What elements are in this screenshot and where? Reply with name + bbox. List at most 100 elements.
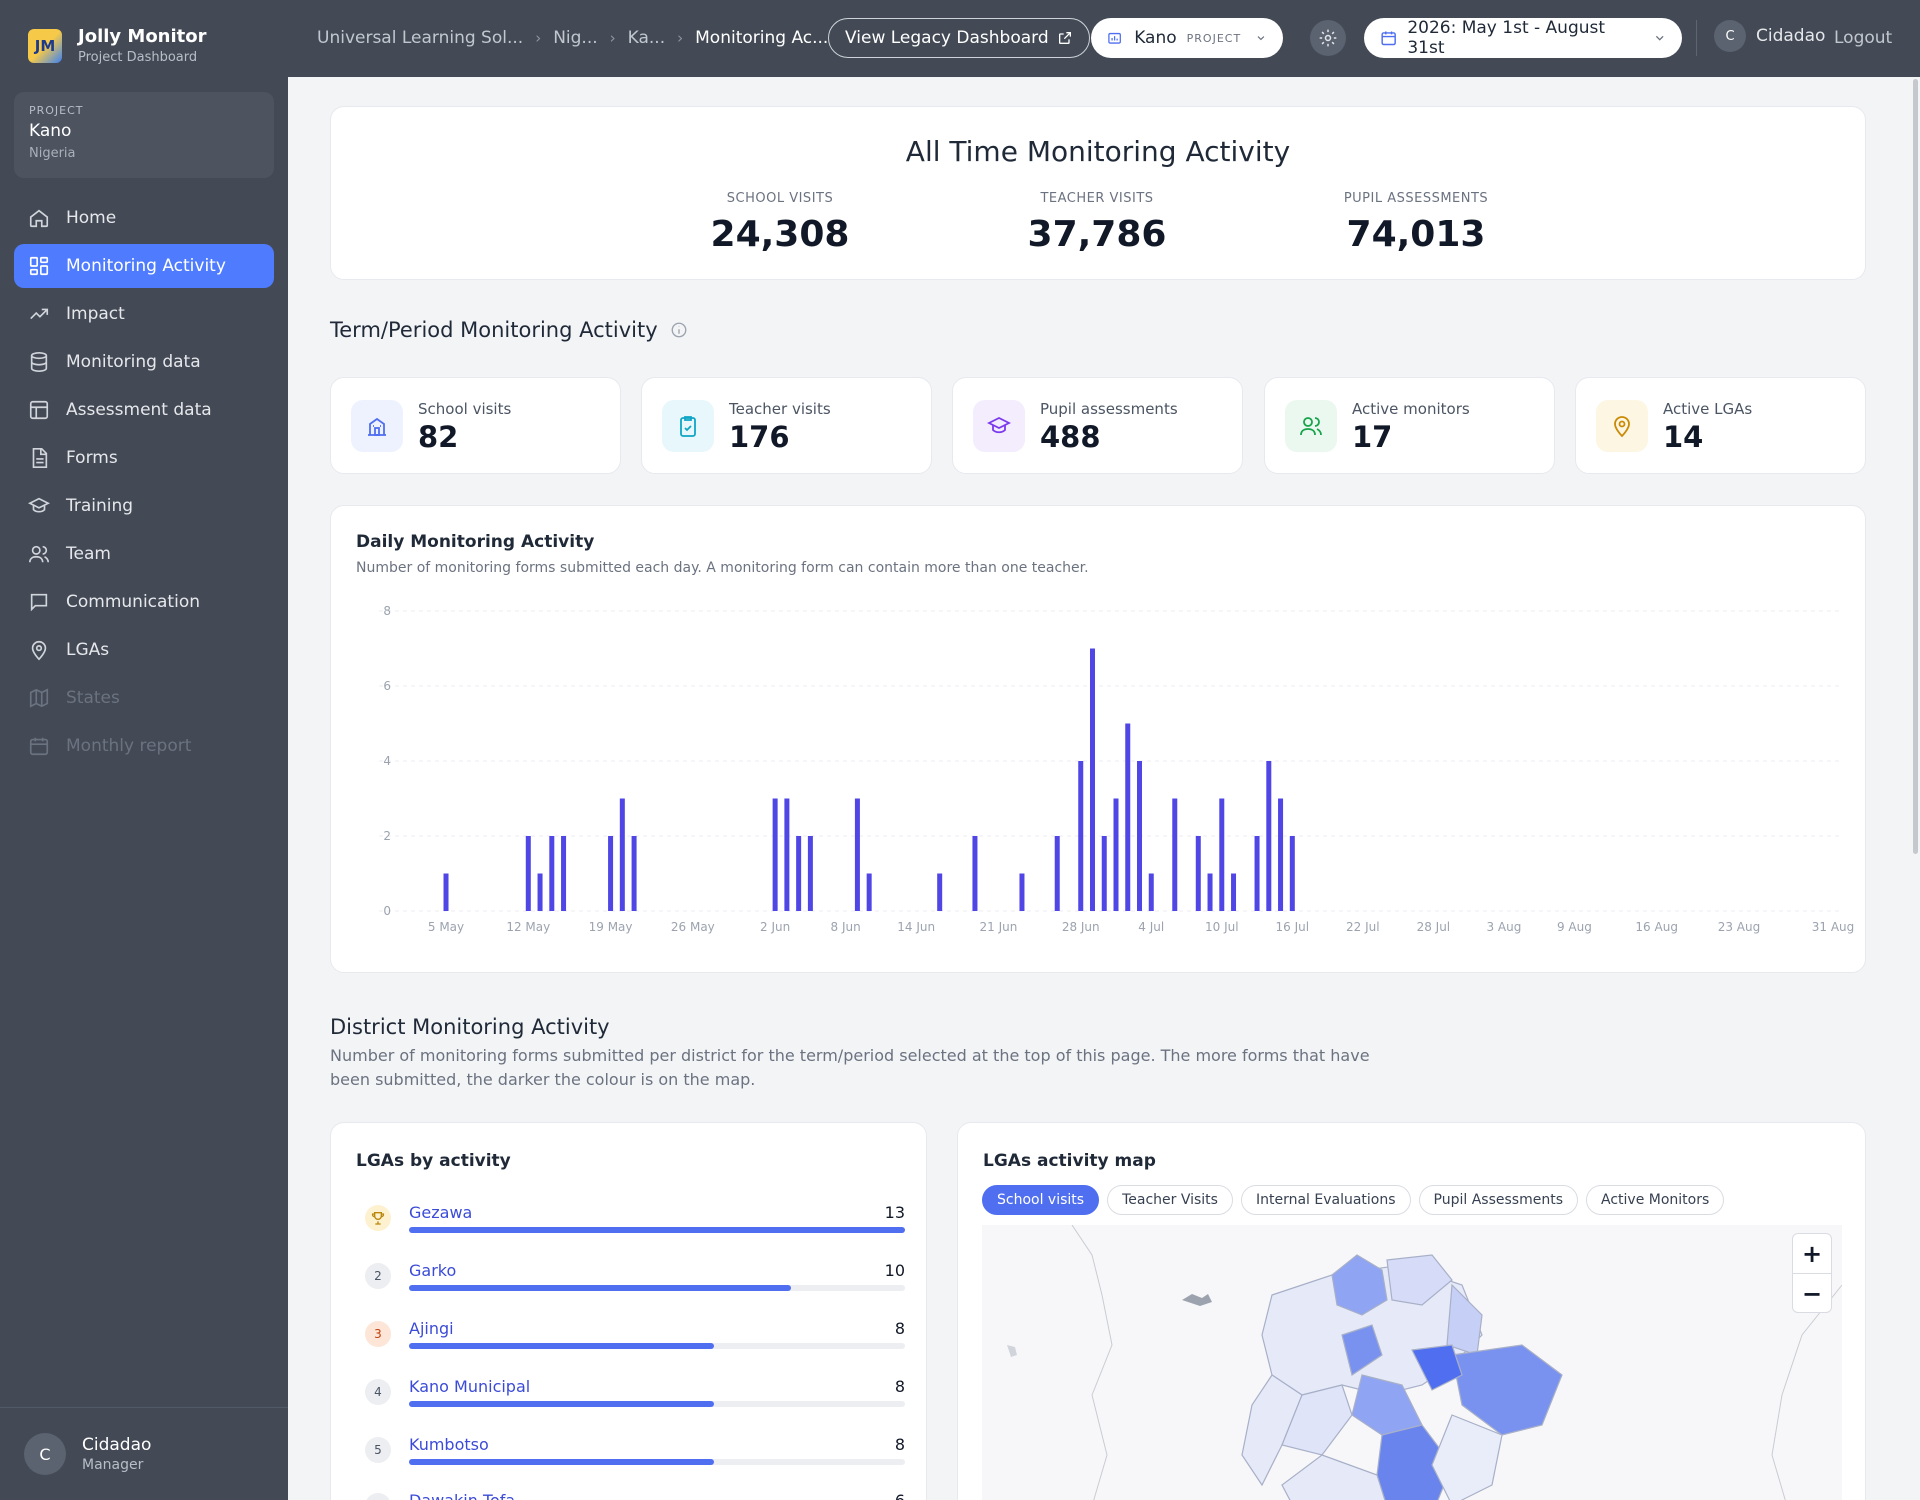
y-tick-label: 0 (383, 904, 391, 918)
chart-bar[interactable] (1137, 761, 1143, 911)
info-icon[interactable] (670, 321, 688, 339)
lga-list-item[interactable]: 5 Kumbotso 8 (365, 1427, 905, 1485)
chart-bar[interactable] (608, 836, 614, 911)
sidebar-item-lgas[interactable]: LGAs (14, 628, 274, 672)
legacy-button-label: View Legacy Dashboard (845, 28, 1049, 48)
map-tab-active-monitors[interactable]: Active Monitors (1586, 1185, 1725, 1215)
brand[interactable]: JM Jolly Monitor Project Dashboard (28, 26, 207, 65)
sidebar-item-assessment-data[interactable]: Assessment data (14, 388, 274, 432)
lga-activity-map[interactable]: + − (982, 1225, 1842, 1500)
sidebar-user[interactable]: C Cidadao Manager (0, 1407, 288, 1500)
breadcrumb-item[interactable]: Universal Learning Sol... (317, 28, 524, 48)
chart-bar[interactable] (1089, 648, 1095, 912)
sidebar-item-label: States (66, 688, 120, 708)
chart-bar[interactable] (1266, 761, 1272, 911)
users-icon (1300, 417, 1322, 436)
map-tab-internal-evaluations[interactable]: Internal Evaluations (1240, 1185, 1411, 1215)
map-tab-school-visits[interactable]: School visits (982, 1185, 1100, 1215)
project-select[interactable]: Kano PROJECT (1091, 18, 1283, 58)
map-tab-pupil-assessments[interactable]: Pupil Assessments (1418, 1185, 1579, 1215)
chart-bar[interactable] (937, 873, 943, 912)
lga-list-item[interactable]: Gezawa 13 (365, 1195, 905, 1253)
top-user[interactable]: C Cidadao (1714, 20, 1825, 52)
chart-bar[interactable] (796, 836, 802, 911)
view-legacy-dashboard-button[interactable]: View Legacy Dashboard (828, 18, 1090, 58)
chart-bar[interactable] (772, 798, 778, 912)
zoom-in-button[interactable]: + (1801, 1239, 1823, 1268)
chart-bar[interactable] (619, 798, 625, 912)
sidebar-item-training[interactable]: Training (14, 484, 274, 528)
lga-name-link[interactable]: Kano Municipal (409, 1377, 531, 1396)
chart-bar[interactable] (561, 836, 567, 911)
lga-region[interactable] (1386, 1254, 1453, 1306)
lga-list-item[interactable]: 4 Kano Municipal 8 (365, 1369, 905, 1427)
sidebar-item-monitoring-activity[interactable]: Monitoring Activity (14, 244, 274, 288)
chart-bar[interactable] (1195, 836, 1201, 911)
chart-bar[interactable] (972, 836, 978, 911)
chart-bar[interactable] (1113, 798, 1119, 912)
sidebar-item-forms[interactable]: Forms (14, 436, 274, 480)
graduation-cap-icon (987, 416, 1011, 434)
chart-bar[interactable] (866, 873, 872, 912)
chart-bar[interactable] (1019, 873, 1025, 912)
sidebar-item-impact[interactable]: Impact (14, 292, 274, 336)
lga-name-link[interactable]: Dawakin Tofa (409, 1491, 515, 1500)
lga-region[interactable] (1431, 1414, 1503, 1500)
lga-region[interactable] (1411, 1344, 1463, 1391)
breadcrumb-item[interactable]: Ka... (627, 28, 666, 48)
chart-bar[interactable] (1172, 798, 1178, 912)
lga-region[interactable] (1281, 1454, 1392, 1500)
chart-bar[interactable] (1148, 873, 1154, 912)
chart-bar[interactable] (631, 836, 637, 911)
logout-button[interactable]: Logout (1834, 28, 1893, 48)
chart-bar[interactable] (854, 798, 860, 912)
x-tick-label: 9 Aug (1557, 920, 1592, 934)
chart-bar[interactable] (1219, 798, 1225, 912)
chart-bar[interactable] (549, 836, 555, 911)
lga-region[interactable] (1451, 1344, 1563, 1436)
chart-bar[interactable] (1278, 798, 1284, 912)
scrollbar-thumb[interactable] (1913, 79, 1918, 854)
lga-name-link[interactable]: Garko (409, 1261, 457, 1280)
date-range-select[interactable]: 2026: May 1st - August 31st (1364, 18, 1682, 58)
chart-bar[interactable] (1078, 761, 1084, 911)
chart-bar[interactable] (1054, 836, 1060, 911)
lga-name-link[interactable]: Kumbotso (409, 1435, 489, 1454)
sidebar-item-monitoring-data[interactable]: Monitoring data (14, 340, 274, 384)
topbar: Universal Learning Sol... › Nig... › Ka.… (288, 0, 1920, 77)
chart-bar[interactable] (537, 873, 543, 912)
chart-bar[interactable] (1289, 836, 1295, 911)
lga-region[interactable] (1341, 1324, 1383, 1376)
settings-button[interactable] (1310, 20, 1346, 56)
zoom-out-button[interactable]: − (1801, 1279, 1823, 1308)
lga-list-item[interactable]: 6 Dawakin Tofa 6 (365, 1483, 905, 1500)
chart-title: Daily Monitoring Activity (356, 532, 595, 552)
sidebar-item-communication[interactable]: Communication (14, 580, 274, 624)
lga-progress-fill (409, 1285, 791, 1291)
map-boundary-line (1771, 1284, 1842, 1500)
sidebar-item-home[interactable]: Home (14, 196, 274, 240)
breadcrumb-item[interactable]: Nig... (553, 28, 598, 48)
lga-name-link[interactable]: Gezawa (409, 1203, 473, 1222)
lga-region[interactable] (1281, 1384, 1353, 1456)
breadcrumb-current: Monitoring Ac... (695, 28, 829, 48)
map-canvas[interactable] (982, 1225, 1842, 1500)
chart-bar[interactable] (1101, 836, 1107, 911)
scrollbar[interactable] (1910, 77, 1920, 1500)
sidebar-item-team[interactable]: Team (14, 532, 274, 576)
chart-bar[interactable] (1231, 873, 1237, 912)
lga-region[interactable] (1331, 1254, 1388, 1316)
chart-bar[interactable] (525, 836, 531, 911)
lga-name-link[interactable]: Ajingi (409, 1319, 454, 1338)
chart-bar[interactable] (1254, 836, 1260, 911)
lga-list-item[interactable]: 3 Ajingi 8 (365, 1311, 905, 1369)
lga-list-item[interactable]: 2 Garko 10 (365, 1253, 905, 1311)
term-card-value: 176 (729, 420, 790, 454)
chart-bar[interactable] (1207, 873, 1213, 912)
map-tab-teacher-visits[interactable]: Teacher Visits (1107, 1185, 1233, 1215)
chart-bar[interactable] (1125, 723, 1131, 912)
rank-badge: 4 (365, 1379, 391, 1405)
chart-bar[interactable] (443, 873, 449, 912)
chart-bar[interactable] (784, 798, 790, 912)
chart-bar[interactable] (807, 836, 813, 911)
